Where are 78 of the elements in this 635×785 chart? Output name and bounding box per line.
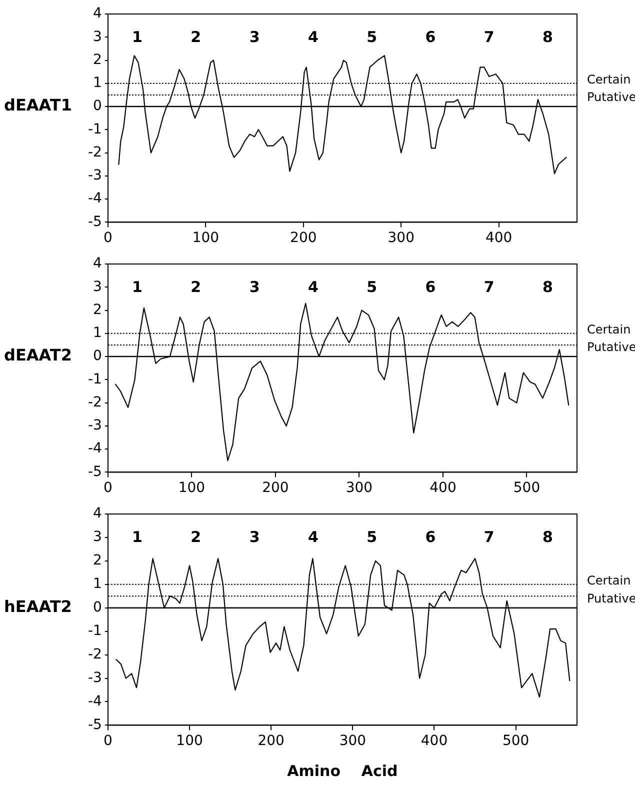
y-tick-label: -4 [88,190,102,207]
x-tick-label: 0 [104,733,112,750]
annotation: 2 [190,28,202,46]
y-tick-label: -2 [88,144,102,160]
y-tick-label: -1 [88,622,102,639]
annotation: 2 [190,278,202,296]
y-tick-label: -5 [88,464,102,480]
annotation: 7 [484,528,494,546]
y-tick-label: 1 [93,576,102,592]
annotation: 4 [308,28,318,46]
x-tick-label: 200 [262,480,289,496]
y-axis-title: hEAAT2 [4,597,72,616]
y-tick-label: -1 [88,371,102,388]
y-tick-label: 4 [93,256,102,272]
y-tick-label: 2 [93,52,102,68]
x-tick-label: 500 [513,480,540,496]
x-tick-label: 400 [420,733,448,750]
y-tick-label: 2 [93,302,102,318]
y-tick-label: 3 [93,278,102,295]
x-tick-label: 300 [339,733,366,750]
ref-line-label: Certain [587,574,631,588]
y-tick-label: -5 [88,214,102,230]
y-tick-label: 1 [93,325,102,342]
x-tick-label: 400 [485,230,512,246]
y-tick-label: 4 [93,6,102,22]
annotation: 6 [425,28,436,46]
x-tick-label: 300 [346,480,373,496]
y-tick-label: 1 [93,75,102,92]
x-tick-label: 100 [176,733,203,750]
annotation: 3 [249,528,260,546]
x-tick-label: 200 [290,230,317,246]
annotation: 4 [308,528,318,546]
annotation: 3 [249,278,260,296]
y-tick-label: 2 [93,552,102,569]
annotation: 7 [484,28,494,46]
annotation: 6 [425,528,436,546]
y-tick-label: -1 [88,121,102,138]
y-tick-label: -4 [88,693,102,710]
y-tick-label: -3 [88,670,102,686]
y-tick-label: 0 [93,98,102,114]
y-tick-label: 0 [93,348,102,364]
annotation: 1 [132,28,142,46]
y-tick-label: -3 [88,168,102,184]
x-axis-title: Amino Acid [287,762,398,780]
annotation: 3 [249,28,260,46]
annotation: 4 [308,278,318,296]
y-tick-label: 3 [93,28,102,45]
x-tick-label: 100 [178,480,206,496]
annotation: 2 [190,528,202,546]
x-tick-label: 100 [192,230,220,246]
annotation: 8 [542,28,553,46]
x-tick-label: 500 [502,733,530,750]
y-tick-label: -3 [88,418,102,434]
y-tick-label: -2 [88,646,102,662]
x-tick-label: 300 [388,230,414,246]
annotation: 8 [542,528,553,546]
annotation: 7 [484,278,494,296]
x-tick-label: 0 [104,480,112,496]
y-tick-label: -4 [88,440,102,457]
ref-line-label: Certain [587,72,631,87]
annotation: 1 [132,278,142,296]
y-tick-label: 4 [93,506,102,522]
annotation: 5 [366,28,378,46]
annotation: 5 [366,528,378,546]
x-tick-label: 400 [430,480,456,496]
y-tick-label: 3 [93,529,102,546]
x-tick-label: 200 [258,733,284,750]
annotation: 6 [425,278,436,296]
annotation: 5 [366,278,378,296]
y-tick-label: -2 [88,394,102,410]
ref-line-label: Certain [587,322,631,337]
y-axis-title: dEAAT2 [4,346,72,365]
annotation: 8 [542,278,553,296]
y-axis-title: dEAAT1 [4,96,72,115]
y-tick-label: 0 [93,600,102,616]
annotation: 1 [132,528,142,546]
y-tick-label: -5 [88,716,102,733]
x-tick-label: 0 [104,230,112,246]
